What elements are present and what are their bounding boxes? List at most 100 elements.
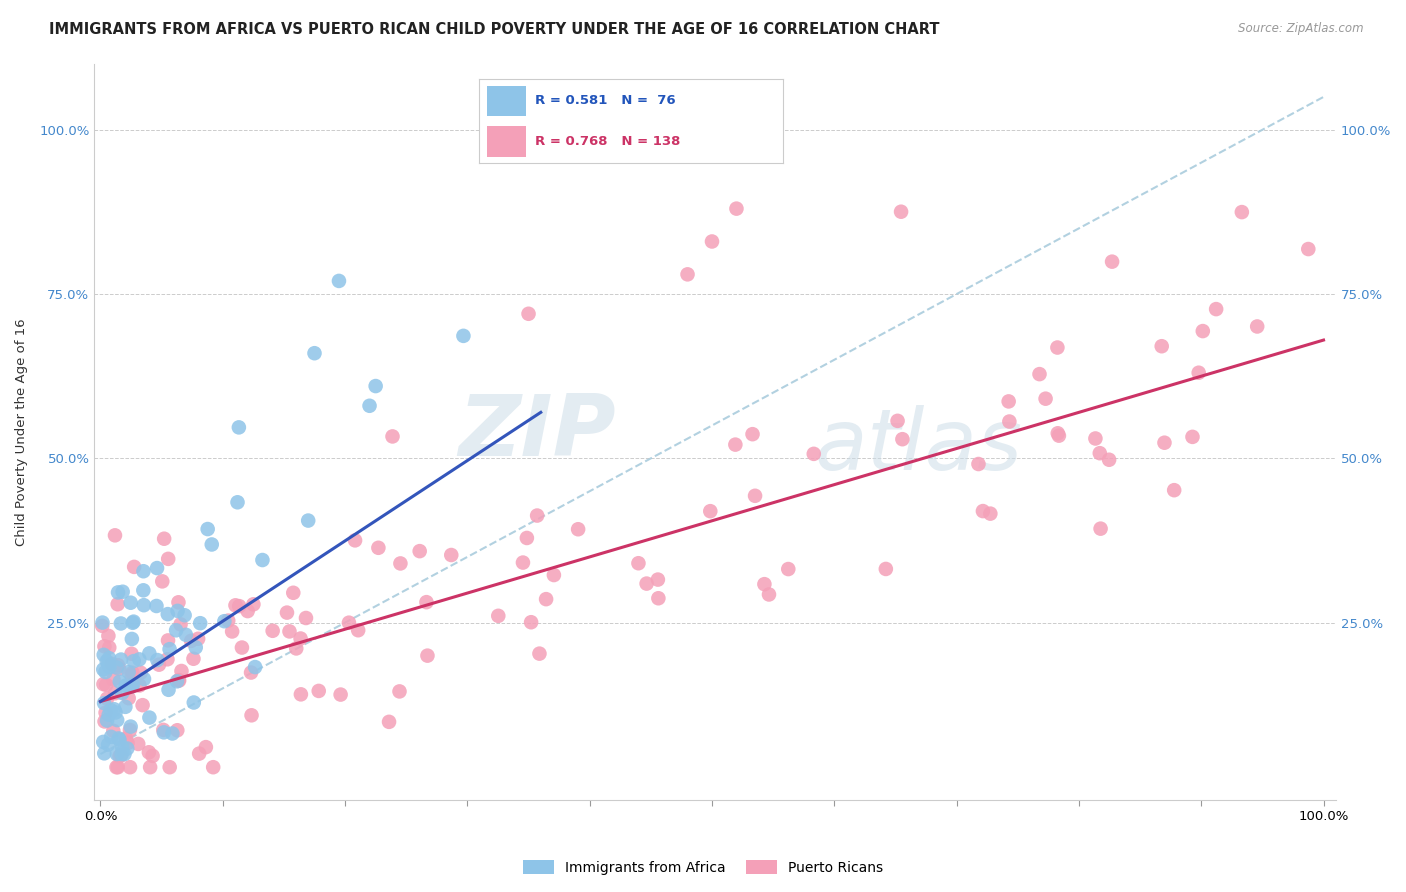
Point	[104, 686, 127, 700]
Point	[240, 665, 263, 680]
Point	[174, 628, 197, 642]
Point	[1205, 302, 1227, 317]
Point	[1084, 432, 1107, 446]
Point	[157, 633, 180, 648]
Point	[243, 660, 266, 674]
Point	[183, 652, 205, 666]
Point	[252, 553, 274, 567]
Point	[647, 573, 669, 587]
Point	[98, 651, 121, 665]
Point	[408, 544, 430, 558]
Point	[197, 522, 219, 536]
Point	[278, 624, 301, 639]
Legend: Immigrants from Africa, Puerto Ricans: Immigrants from Africa, Puerto Ricans	[517, 855, 889, 880]
Point	[104, 706, 127, 720]
Point	[142, 748, 165, 763]
Point	[146, 653, 169, 667]
Point	[104, 528, 127, 542]
Point	[388, 684, 411, 698]
Point	[94, 665, 117, 679]
Point	[886, 414, 908, 428]
Point	[118, 691, 141, 706]
Point	[744, 489, 766, 503]
Point	[107, 597, 129, 611]
Point	[169, 617, 191, 632]
Point	[381, 429, 404, 443]
Point	[93, 696, 115, 710]
Point	[647, 591, 669, 606]
Point	[891, 432, 914, 446]
Point	[517, 307, 540, 321]
Point	[529, 647, 551, 661]
Point	[100, 703, 122, 717]
Point	[1046, 341, 1069, 355]
Point	[240, 708, 263, 723]
Point	[486, 608, 509, 623]
Point	[122, 678, 145, 692]
Point	[93, 747, 115, 761]
Point	[129, 665, 152, 680]
Point	[120, 596, 142, 610]
Point	[183, 696, 205, 710]
Point	[347, 624, 370, 638]
Point	[290, 687, 312, 701]
Point	[107, 731, 129, 746]
Point	[242, 597, 264, 611]
Point	[98, 640, 121, 655]
Point	[121, 647, 143, 661]
Point	[389, 557, 412, 571]
Point	[236, 604, 259, 618]
Point	[105, 760, 128, 774]
Point	[1046, 426, 1069, 441]
Point	[228, 420, 250, 434]
Point	[121, 665, 143, 680]
Point	[194, 740, 217, 755]
Point	[115, 731, 138, 746]
Point	[132, 672, 155, 686]
Point	[998, 415, 1021, 429]
Point	[108, 662, 131, 676]
Point	[1163, 483, 1185, 498]
Point	[128, 652, 150, 666]
Point	[166, 604, 188, 618]
Point	[202, 760, 225, 774]
Point	[96, 654, 118, 668]
Point	[111, 686, 134, 700]
Point	[122, 615, 145, 629]
Point	[114, 679, 136, 693]
Point	[117, 665, 139, 679]
Point	[138, 710, 160, 724]
Point	[262, 624, 284, 638]
Point	[118, 723, 141, 737]
Point	[329, 688, 352, 702]
Point	[107, 658, 129, 673]
Point	[146, 561, 169, 575]
Point	[979, 507, 1001, 521]
Point	[91, 663, 114, 677]
Point	[1047, 428, 1070, 442]
Point	[138, 745, 160, 759]
Point	[1035, 392, 1057, 406]
Point	[166, 723, 188, 738]
Point	[699, 504, 721, 518]
Point	[100, 730, 122, 744]
Point	[1098, 452, 1121, 467]
Point	[108, 749, 131, 764]
Point	[627, 556, 650, 570]
Point	[110, 652, 132, 666]
Point	[114, 747, 136, 761]
Point	[103, 723, 125, 738]
Point	[188, 616, 211, 631]
Point	[201, 537, 224, 551]
Point	[187, 632, 209, 646]
Point	[304, 346, 326, 360]
Point	[107, 760, 129, 774]
Point	[105, 747, 128, 761]
Point	[1181, 430, 1204, 444]
Point	[91, 615, 114, 630]
Point	[1150, 339, 1173, 353]
Text: Source: ZipAtlas.com: Source: ZipAtlas.com	[1239, 22, 1364, 36]
Point	[803, 447, 825, 461]
Point	[132, 564, 155, 578]
Point	[159, 760, 181, 774]
